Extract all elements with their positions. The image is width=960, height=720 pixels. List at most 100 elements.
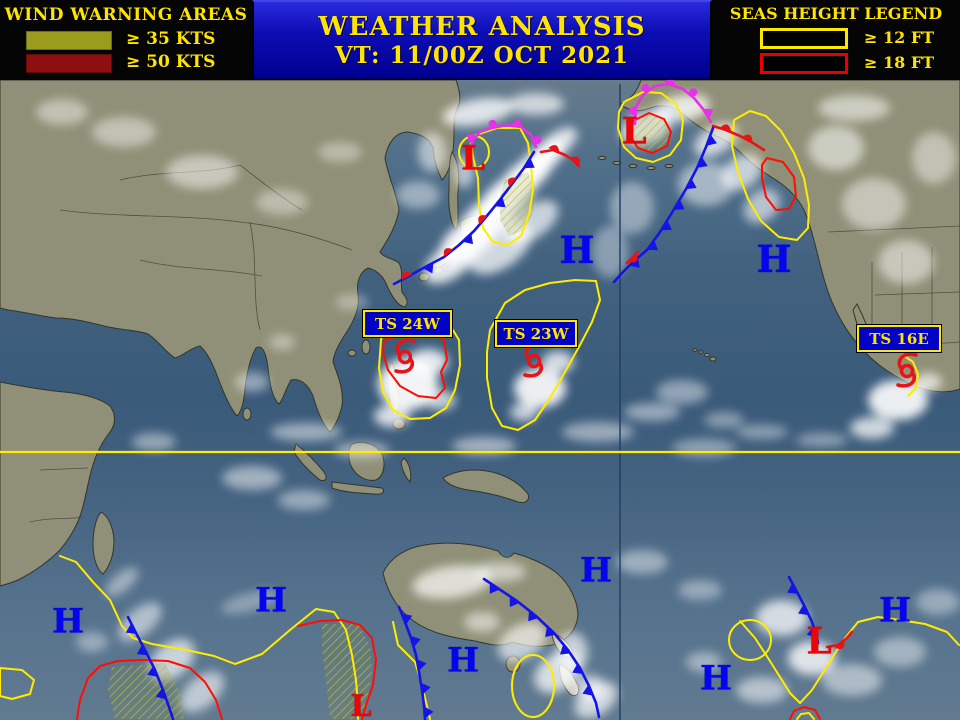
front-dot <box>641 84 650 93</box>
tropical-cyclone-symbol <box>397 349 413 365</box>
front-semicircle <box>741 134 753 143</box>
front-triangle <box>511 117 523 128</box>
seas-18ft-swatch <box>760 53 848 74</box>
front-triangle <box>136 644 148 656</box>
contour-red <box>761 157 797 211</box>
front-triangle <box>787 583 798 594</box>
storm-label: TS 16E <box>856 324 942 353</box>
landmass-hainan <box>347 349 357 357</box>
landmass-asia <box>0 80 461 433</box>
storm-label: TS 24W <box>362 309 453 338</box>
front-triangle <box>410 635 421 648</box>
seas-18ft-label: ≥ 18 FT <box>864 53 935 72</box>
front-triangle <box>528 610 539 622</box>
front-triangle <box>647 240 658 251</box>
valid-time: VT: 11/00Z OCT 2021 <box>334 42 630 69</box>
contour-yellow <box>796 712 815 720</box>
wind-legend-title: WIND WARNING AREAS <box>4 5 248 25</box>
wind-35kts-label: ≥ 35 KTS <box>126 29 216 49</box>
occluded-front <box>633 82 713 126</box>
seas-12ft-label: ≥ 12 FT <box>864 28 935 47</box>
front-triangle <box>401 613 413 625</box>
front-semicircle <box>443 248 454 257</box>
front-triangle <box>466 133 478 145</box>
contour-red <box>789 706 821 720</box>
analysis-overlay-layer <box>0 80 960 720</box>
warm-front <box>825 630 854 649</box>
front-triangle <box>523 157 535 169</box>
sea-height-contour <box>728 619 772 661</box>
front-triangle <box>509 596 520 608</box>
landmass-sulawesi <box>400 457 412 483</box>
satellite-weather-map: H H H H H H H H L L L L TS 24W TS 23W TS 16E <box>0 80 960 720</box>
front-semicircle <box>628 253 638 263</box>
sea-height-contour <box>511 654 555 718</box>
title-panel: WEATHER ANALYSIS VT: 11/00Z OCT 2021 <box>252 0 712 80</box>
contour-yellow <box>486 279 601 431</box>
wind-area-hatch <box>630 113 671 153</box>
contour-yellow <box>617 91 684 163</box>
front-triangle <box>424 706 434 719</box>
front-semicircle <box>478 215 488 225</box>
front-triangle <box>685 178 697 190</box>
landmass-africa <box>0 381 115 587</box>
tropical-cyclone-symbol <box>526 353 542 369</box>
contour-yellow <box>902 354 919 397</box>
front-triangle <box>125 623 137 634</box>
front-dot <box>533 136 542 145</box>
wind-50kts-swatch <box>26 54 112 73</box>
contour-yellow <box>731 110 810 241</box>
contour-red <box>629 112 672 154</box>
landmass-srilanka <box>242 407 252 421</box>
front-triangle <box>806 626 818 638</box>
wind-area-hatch <box>108 663 184 719</box>
front-triangle <box>706 134 717 146</box>
landmass-java <box>331 481 385 495</box>
front-triangle <box>560 644 571 655</box>
front-triangle <box>673 199 685 210</box>
front-triangle <box>416 658 427 671</box>
wind-50kts-label: ≥ 50 KTS <box>126 52 216 72</box>
seas-legend-title: SEAS HEIGHT LEGEND <box>729 4 943 23</box>
landmass-sumatra <box>293 443 327 481</box>
contour-yellow <box>469 127 534 246</box>
landmass-aleutians <box>597 155 674 171</box>
cold-front <box>482 577 601 719</box>
front-semicircle <box>548 144 560 153</box>
front-semicircle <box>719 124 732 132</box>
warm-front <box>539 148 581 168</box>
front-triangle <box>155 688 167 700</box>
page-title: WEATHER ANALYSIS <box>318 12 646 42</box>
front-semicircle <box>507 177 517 188</box>
seas-height-legend: SEAS HEIGHT LEGEND ≥ 12 FT ≥ 18 FT <box>712 0 960 80</box>
landmass-newguinea <box>442 469 529 503</box>
cold-front <box>126 615 175 720</box>
front-dot <box>689 88 698 97</box>
header-bar: WIND WARNING AREAS ≥ 35 KTS ≥ 50 KTS WEA… <box>0 0 960 81</box>
contour-yellow <box>59 555 359 720</box>
wind-warning-legend: WIND WARNING AREAS ≥ 35 KTS ≥ 50 KTS <box>0 0 252 81</box>
front-triangle <box>545 626 556 638</box>
landmass-hawaii <box>692 348 717 362</box>
front-semicircle <box>401 271 413 280</box>
front-dot <box>488 119 497 128</box>
tropical-cyclone-symbol <box>899 363 915 379</box>
landmass-madagascar <box>92 511 115 575</box>
front-triangle <box>697 156 708 168</box>
warm-front <box>711 124 766 152</box>
front-triangle <box>489 582 500 594</box>
front-triangle <box>661 220 672 231</box>
seas-12ft-swatch <box>760 28 848 49</box>
contour-red <box>297 619 377 720</box>
stationary-front <box>392 150 536 286</box>
contour-red <box>76 659 223 720</box>
front-triangle <box>462 233 474 245</box>
front-semicircle <box>834 640 845 650</box>
front-triangle <box>702 108 714 119</box>
contour-yellow <box>0 667 35 700</box>
wind-35kts-swatch <box>26 31 112 50</box>
storm-label: TS 23W <box>494 319 578 348</box>
front-triangle <box>147 665 158 677</box>
front-triangle <box>420 682 431 695</box>
